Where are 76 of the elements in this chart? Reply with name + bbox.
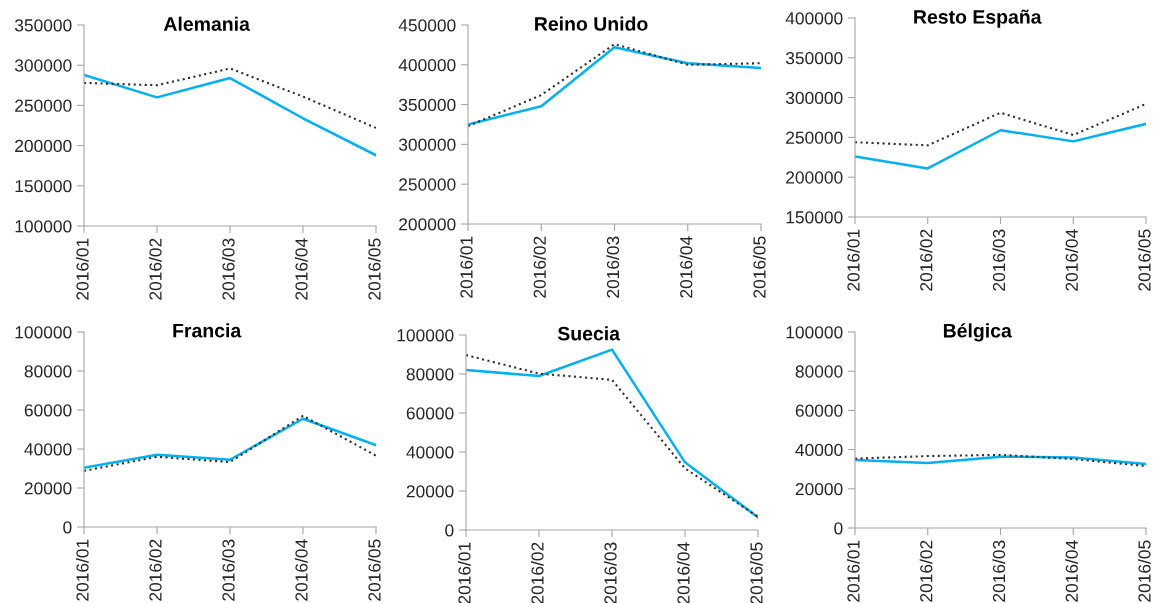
x-tick-label: 2016/03	[603, 542, 617, 603]
x-tick-label: 2016/03	[221, 238, 235, 300]
y-tick-label: 200000	[399, 218, 456, 231]
y-tick-label: 150000	[15, 179, 72, 193]
x-tick-label: 2016/02	[919, 229, 933, 291]
x-tick-label: 2016/03	[606, 236, 620, 298]
x-tick-label: 2016/01	[75, 238, 89, 300]
y-tick-label: 100000	[397, 329, 454, 342]
x-tick-label: 2016/05	[752, 236, 766, 298]
y-tick-label: 40000	[795, 443, 843, 457]
y-tick-label: 0	[445, 524, 454, 537]
chart-title: Alemania	[163, 16, 250, 31]
x-tick-label: 2016/02	[148, 238, 162, 300]
y-tick-label: 100000	[786, 326, 843, 339]
line-series	[84, 73, 376, 157]
y-tick-label: 450000	[398, 19, 456, 32]
y-tick-label: 250000	[399, 178, 456, 191]
x-tick-label: 2016/04	[1065, 540, 1078, 602]
y-tick-label: 350000	[398, 98, 456, 112]
y-tick-label: 200000	[786, 171, 843, 184]
x-tick-label: 2016/05	[1137, 540, 1151, 602]
y-tick-label: 0	[834, 522, 843, 535]
y-tick-label: 300000	[398, 138, 456, 151]
x-tick-label: 2016/04	[1065, 229, 1078, 291]
y-tick-label: 100000	[15, 326, 72, 339]
line-series	[855, 102, 1146, 147]
y-tick-label: 0	[63, 521, 72, 534]
x-tick-label: 2016/01	[457, 542, 471, 603]
x-tick-label: 2016/05	[749, 542, 763, 603]
y-tick-label: 150000	[786, 211, 843, 224]
x-tick-label: 2016/03	[992, 540, 1006, 602]
x-tick-label: 2016/02	[919, 540, 933, 602]
y-tick-label: 300000	[785, 91, 843, 105]
x-tick-label: 2016/04	[676, 542, 690, 603]
y-tick-label: 80000	[795, 365, 843, 378]
y-tick-label: 60000	[406, 407, 454, 420]
chart-title: Bélgica	[943, 323, 1012, 342]
x-tick-label: 2016/01	[846, 540, 860, 602]
line-series	[855, 122, 1146, 170]
y-tick-label: 350000	[785, 51, 843, 65]
y-tick-label: 250000	[15, 99, 72, 112]
y-tick-label: 250000	[786, 131, 843, 144]
x-tick-label: 2016/02	[530, 542, 544, 603]
x-tick-label: 2016/02	[148, 539, 162, 601]
x-tick-label: 2016/04	[294, 539, 308, 601]
chart-title: Francia	[173, 323, 242, 338]
x-tick-label: 2016/04	[294, 238, 308, 300]
x-tick-label: 2016/01	[846, 229, 860, 291]
chart-title: Resto España	[914, 9, 1042, 28]
x-tick-label: 2016/01	[459, 236, 473, 298]
x-tick-label: 2016/01	[75, 539, 89, 601]
y-tick-label: 80000	[406, 368, 454, 381]
y-tick-label: 20000	[795, 482, 843, 496]
x-tick-label: 2016/05	[367, 238, 381, 300]
y-tick-label: 20000	[406, 485, 454, 498]
x-tick-label: 2016/03	[221, 539, 235, 601]
x-tick-label: 2016/02	[533, 236, 546, 298]
chart-title: Reino Unido	[535, 16, 648, 31]
y-tick-label: 60000	[795, 404, 843, 417]
y-tick-label: 300000	[14, 59, 72, 72]
y-tick-label: 400000	[398, 58, 456, 72]
x-tick-label: 2016/04	[679, 236, 693, 298]
x-tick-label: 2016/03	[992, 229, 1006, 291]
line-series	[84, 67, 376, 129]
y-tick-label: 350000	[14, 19, 72, 32]
chart-title: Suecia	[557, 326, 621, 341]
y-tick-label: 80000	[24, 365, 72, 378]
y-tick-label: 60000	[24, 404, 72, 417]
y-tick-label: 100000	[15, 220, 72, 233]
y-tick-label: 200000	[15, 139, 72, 153]
y-tick-label: 20000	[24, 482, 72, 495]
x-tick-label: 2016/05	[367, 539, 381, 601]
y-tick-label: 40000	[24, 443, 72, 456]
y-tick-label: 40000	[406, 446, 454, 459]
x-tick-label: 2016/05	[1137, 229, 1151, 291]
y-tick-label: 400000	[785, 12, 843, 25]
